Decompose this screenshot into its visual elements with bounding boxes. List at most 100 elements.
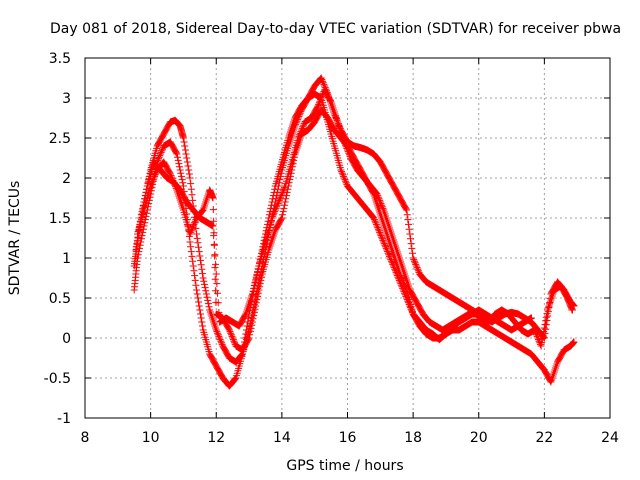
data-point bbox=[231, 339, 239, 347]
data-point bbox=[195, 243, 203, 251]
data-point bbox=[540, 324, 548, 332]
data-point bbox=[148, 179, 156, 187]
data-point bbox=[178, 176, 186, 184]
data-point bbox=[215, 332, 223, 340]
data-point bbox=[188, 191, 196, 199]
data-point bbox=[177, 172, 185, 180]
data-point bbox=[158, 145, 166, 153]
data-point bbox=[317, 74, 325, 82]
data-point bbox=[185, 166, 193, 174]
data-point bbox=[227, 331, 235, 339]
data-point bbox=[185, 170, 193, 178]
data-point bbox=[177, 169, 185, 177]
data-point bbox=[231, 376, 239, 384]
data-point bbox=[166, 170, 174, 178]
data-point bbox=[136, 241, 144, 249]
data-point bbox=[147, 180, 155, 188]
data-point bbox=[542, 313, 550, 321]
data-point bbox=[189, 222, 197, 230]
data-point bbox=[281, 184, 288, 192]
data-point bbox=[399, 278, 407, 286]
data-point bbox=[401, 281, 409, 289]
data-point bbox=[157, 148, 165, 156]
x-axis-label: GPS time / hours bbox=[286, 458, 403, 474]
data-point bbox=[152, 169, 160, 177]
data-point bbox=[319, 77, 327, 85]
data-point bbox=[142, 212, 150, 220]
data-point bbox=[218, 339, 225, 347]
data-point bbox=[246, 328, 254, 336]
data-point bbox=[275, 198, 283, 206]
data-points bbox=[130, 74, 578, 390]
data-point bbox=[405, 220, 413, 228]
data-point bbox=[401, 283, 409, 291]
data-point bbox=[256, 283, 264, 291]
data-point bbox=[267, 201, 275, 209]
data-point bbox=[533, 331, 540, 339]
data-point bbox=[269, 212, 277, 220]
data-point bbox=[380, 238, 388, 246]
data-point bbox=[242, 330, 250, 338]
data-point bbox=[412, 262, 420, 270]
data-point bbox=[198, 322, 206, 330]
data-point bbox=[315, 100, 323, 108]
data-point bbox=[231, 375, 239, 383]
y-tick-label: 2.5 bbox=[49, 131, 71, 147]
data-point bbox=[203, 293, 211, 301]
data-point bbox=[134, 254, 141, 262]
data-point bbox=[216, 336, 224, 344]
x-tick-label: 12 bbox=[207, 430, 225, 446]
data-point bbox=[187, 227, 195, 235]
data-point bbox=[397, 272, 405, 280]
data-point bbox=[288, 166, 296, 174]
data-point bbox=[156, 152, 164, 160]
data-point bbox=[276, 195, 284, 203]
data-point bbox=[412, 260, 420, 268]
data-point bbox=[227, 329, 235, 337]
data-point bbox=[277, 215, 285, 223]
data-point bbox=[370, 214, 378, 222]
data-point bbox=[286, 176, 294, 184]
data-point bbox=[568, 306, 576, 314]
data-point bbox=[168, 173, 176, 181]
data-point bbox=[396, 270, 404, 278]
data-point bbox=[214, 331, 222, 339]
data-point bbox=[182, 150, 190, 158]
data-point bbox=[413, 264, 421, 272]
data-point bbox=[189, 224, 197, 232]
data-point bbox=[195, 298, 203, 306]
data-point bbox=[273, 201, 281, 209]
data-point bbox=[141, 219, 149, 227]
data-point bbox=[570, 338, 578, 346]
data-point bbox=[187, 243, 195, 251]
data-point bbox=[193, 290, 201, 298]
data-point bbox=[284, 182, 292, 190]
y-tick-label: -1 bbox=[57, 411, 71, 427]
data-point bbox=[271, 185, 279, 193]
data-point bbox=[190, 220, 198, 228]
data-point bbox=[189, 257, 197, 265]
data-point bbox=[189, 262, 197, 270]
data-point bbox=[540, 328, 548, 336]
data-point bbox=[252, 299, 260, 307]
data-point bbox=[209, 206, 217, 214]
data-point bbox=[140, 222, 148, 230]
data-point bbox=[282, 192, 290, 200]
data-point bbox=[196, 252, 204, 260]
y-tick-label: 0.5 bbox=[49, 291, 71, 307]
data-point bbox=[256, 280, 264, 288]
data-point bbox=[172, 184, 180, 192]
data-point bbox=[212, 287, 220, 295]
data-point bbox=[269, 192, 277, 200]
data-point bbox=[202, 287, 210, 295]
data-point bbox=[533, 332, 541, 340]
data-point bbox=[339, 171, 347, 179]
data-point bbox=[270, 188, 278, 196]
data-point bbox=[326, 97, 334, 105]
data-point bbox=[380, 240, 388, 248]
data-point bbox=[170, 180, 178, 188]
data-point bbox=[319, 79, 327, 87]
data-point bbox=[209, 222, 217, 230]
data-point bbox=[385, 251, 393, 259]
